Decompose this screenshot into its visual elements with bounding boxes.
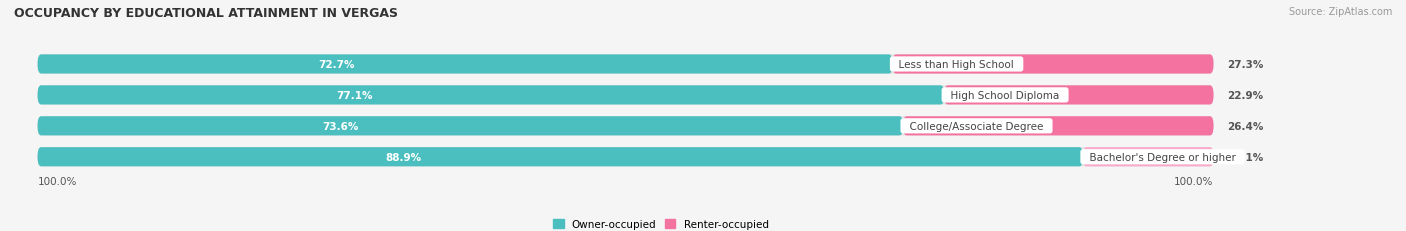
Text: 100.0%: 100.0% [38,176,77,186]
Text: Bachelor's Degree or higher: Bachelor's Degree or higher [1083,152,1243,162]
FancyBboxPatch shape [38,86,945,105]
FancyBboxPatch shape [38,117,903,136]
FancyBboxPatch shape [1083,148,1213,167]
FancyBboxPatch shape [38,117,1213,136]
Text: College/Associate Degree: College/Associate Degree [903,121,1050,131]
Legend: Owner-occupied, Renter-occupied: Owner-occupied, Renter-occupied [548,215,773,231]
FancyBboxPatch shape [38,55,893,74]
FancyBboxPatch shape [903,117,1213,136]
Text: 11.1%: 11.1% [1227,152,1264,162]
Text: Less than High School: Less than High School [893,60,1021,70]
Text: 88.9%: 88.9% [385,152,422,162]
Text: 26.4%: 26.4% [1227,121,1264,131]
Text: 22.9%: 22.9% [1227,91,1264,100]
Text: Source: ZipAtlas.com: Source: ZipAtlas.com [1288,7,1392,17]
FancyBboxPatch shape [945,86,1213,105]
Text: 77.1%: 77.1% [336,91,373,100]
Text: OCCUPANCY BY EDUCATIONAL ATTAINMENT IN VERGAS: OCCUPANCY BY EDUCATIONAL ATTAINMENT IN V… [14,7,398,20]
FancyBboxPatch shape [38,55,1213,74]
Text: 73.6%: 73.6% [322,121,359,131]
Text: 100.0%: 100.0% [1174,176,1213,186]
Text: 72.7%: 72.7% [319,60,356,70]
Text: High School Diploma: High School Diploma [945,91,1066,100]
FancyBboxPatch shape [38,148,1083,167]
FancyBboxPatch shape [38,148,1213,167]
Text: 27.3%: 27.3% [1227,60,1264,70]
FancyBboxPatch shape [893,55,1213,74]
FancyBboxPatch shape [38,86,1213,105]
